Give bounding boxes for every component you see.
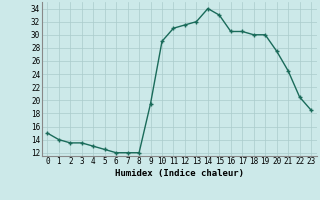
X-axis label: Humidex (Indice chaleur): Humidex (Indice chaleur) bbox=[115, 169, 244, 178]
